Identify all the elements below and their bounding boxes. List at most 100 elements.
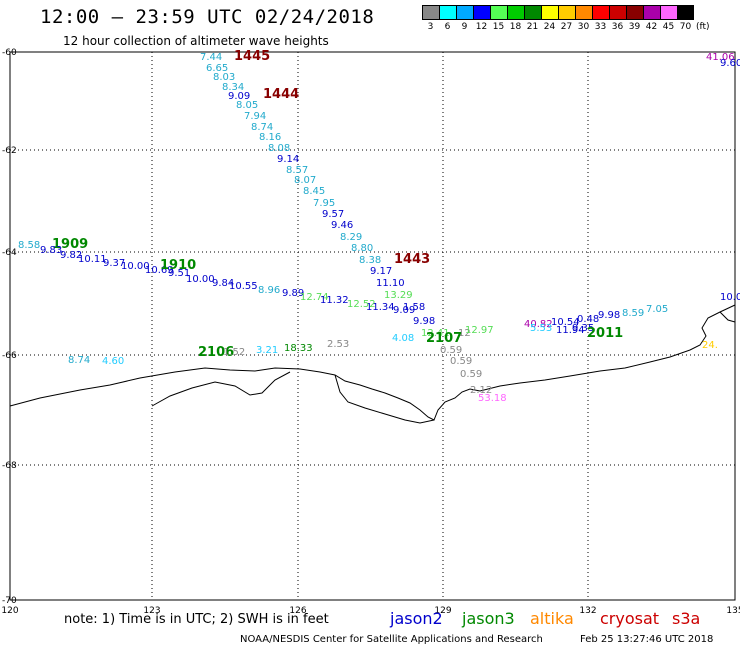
wave-height-value: 9.09: [228, 91, 250, 102]
wave-height-value: 8.38: [359, 255, 381, 266]
wave-height-value: 4.08: [392, 333, 414, 344]
wave-height-value: 11.94: [556, 325, 585, 336]
y-tick-label: -68: [2, 461, 17, 471]
color-scale-labels: 3 6 9 12 15 18 21 24 27 30 33 36 39 42 45 70 (ft): [422, 22, 710, 32]
ice-shelf-outline: [151, 371, 291, 407]
wave-height-value: 11.10: [376, 278, 405, 289]
wave-height-value: 8.45: [303, 186, 325, 197]
wave-height-value: 1.58: [403, 302, 425, 313]
x-tick-label: 129: [434, 606, 451, 616]
wave-height-value: 9.51: [168, 268, 190, 279]
scale-swatch: [592, 5, 609, 20]
wave-height-value: 8.58: [18, 240, 40, 251]
wave-height-value: 10.0: [720, 292, 740, 303]
wave-height-value: 9.17: [370, 266, 392, 277]
scale-swatch: [422, 5, 439, 20]
scale-swatch: [541, 5, 558, 20]
pass-time-label: 1909: [52, 237, 88, 252]
wave-height-value: 0.59: [460, 369, 482, 380]
pass-time-label: 1444: [263, 87, 299, 102]
scale-swatch: [558, 5, 575, 20]
scale-label: 33: [594, 22, 607, 32]
wave-height-value: 8.29: [340, 232, 362, 243]
wave-height-value: 53.18: [478, 393, 507, 404]
scale-label: 9: [461, 22, 468, 32]
footnote: note: 1) Time is in UTC; 2) SWH is in fe…: [64, 612, 329, 627]
wave-height-value: 13.29: [384, 290, 413, 301]
wave-height-value: 9.98: [413, 316, 435, 327]
wave-height-value: 8.96: [258, 285, 280, 296]
wave-height-value: 12.52: [347, 299, 376, 310]
scale-label: 45: [662, 22, 675, 32]
wave-height-value: 8.34: [222, 82, 244, 93]
wave-height-value: 8.05: [236, 100, 258, 111]
wave-height-value: 12: [458, 328, 471, 339]
scale-swatch: [575, 5, 592, 20]
wave-height-value: 9.37: [103, 258, 125, 269]
wave-height-value: 6.65: [206, 63, 228, 74]
wave-height-value: 10.55: [229, 281, 258, 292]
color-scale: [422, 5, 694, 20]
scale-label: 27: [560, 22, 573, 32]
wave-height-value: 40.82: [524, 319, 553, 330]
scale-swatch: [456, 5, 473, 20]
wave-height-value: 4.60: [102, 356, 124, 367]
wave-height-value: 12.97: [465, 325, 494, 336]
wave-height-value: 7.05: [646, 304, 668, 315]
wave-height-value: 41.06: [706, 52, 735, 63]
wave-height-value: 9.57: [322, 209, 344, 220]
scale-swatch: [439, 5, 456, 20]
wave-height-value: 9.09: [393, 305, 415, 316]
wave-height-value: 8.74: [251, 122, 273, 133]
scale-label: 30: [577, 22, 590, 32]
credit-text: NOAA/NESDIS Center for Satellite Applica…: [240, 634, 543, 645]
axis-tick-labels: 120 123 126 129 132 135 -60 -62 -64 -66 -68 -70: [1, 48, 740, 616]
scale-label: 18: [509, 22, 522, 32]
pass-time-label: 2106: [198, 345, 234, 360]
scale-label: 39: [628, 22, 641, 32]
scale-swatch: [626, 5, 643, 20]
y-tick-label: -62: [2, 146, 17, 156]
map-frame: [9, 51, 736, 601]
scale-swatch: [524, 5, 541, 20]
map-subtitle: 12 hour collection of altimeter wave hei…: [63, 34, 329, 48]
wave-height-value: 9.14: [277, 154, 299, 165]
scale-label: 12: [475, 22, 488, 32]
wave-height-value: 8.08: [268, 143, 290, 154]
y-tick-label: -70: [2, 596, 17, 606]
wave-height-value: 9.46: [331, 220, 353, 231]
legend-altika: altika: [530, 609, 574, 628]
wave-height-value: 0.48: [577, 314, 599, 325]
wave-height-value: 9.35: [572, 323, 594, 334]
scale-label: 36: [611, 22, 624, 32]
x-tick-label: 135: [726, 606, 740, 616]
wave-height-value: 8.03: [213, 72, 235, 83]
legend-s3a: s3a: [672, 609, 701, 628]
scale-label: 6: [444, 22, 451, 32]
wave-height-value: 8.16: [259, 132, 281, 143]
scale-swatch: [490, 5, 507, 20]
wave-height-value: 11.34: [366, 302, 395, 313]
scale-label: 15: [492, 22, 505, 32]
scale-swatch: [643, 5, 660, 20]
wave-height-value: 10.00: [121, 261, 150, 272]
wave-height-value: 12.41: [421, 328, 450, 339]
wave-height-value: 24.: [702, 340, 718, 351]
y-tick-label: -66: [2, 351, 17, 361]
wave-height-value: 10.00: [186, 274, 215, 285]
x-tick-label: 132: [579, 606, 596, 616]
wave-height-value: 2.53: [327, 339, 349, 350]
x-tick-label: 126: [289, 606, 306, 616]
wave-height-value: 9.98: [598, 310, 620, 321]
wave-height-value: 2.12: [470, 385, 492, 396]
legend-jason2: jason2: [390, 609, 443, 628]
pass-time-label: 1910: [160, 258, 196, 273]
wave-height-value: 5.53: [530, 323, 552, 334]
wave-height-value: 9.82: [60, 250, 82, 261]
wave-height-value: 0.59: [440, 345, 462, 356]
wave-height-value: 10.54: [551, 317, 580, 328]
pass-time-label: 1445: [234, 49, 270, 64]
scale-unit: (ft): [696, 22, 710, 32]
y-tick-label: -64: [2, 248, 17, 258]
